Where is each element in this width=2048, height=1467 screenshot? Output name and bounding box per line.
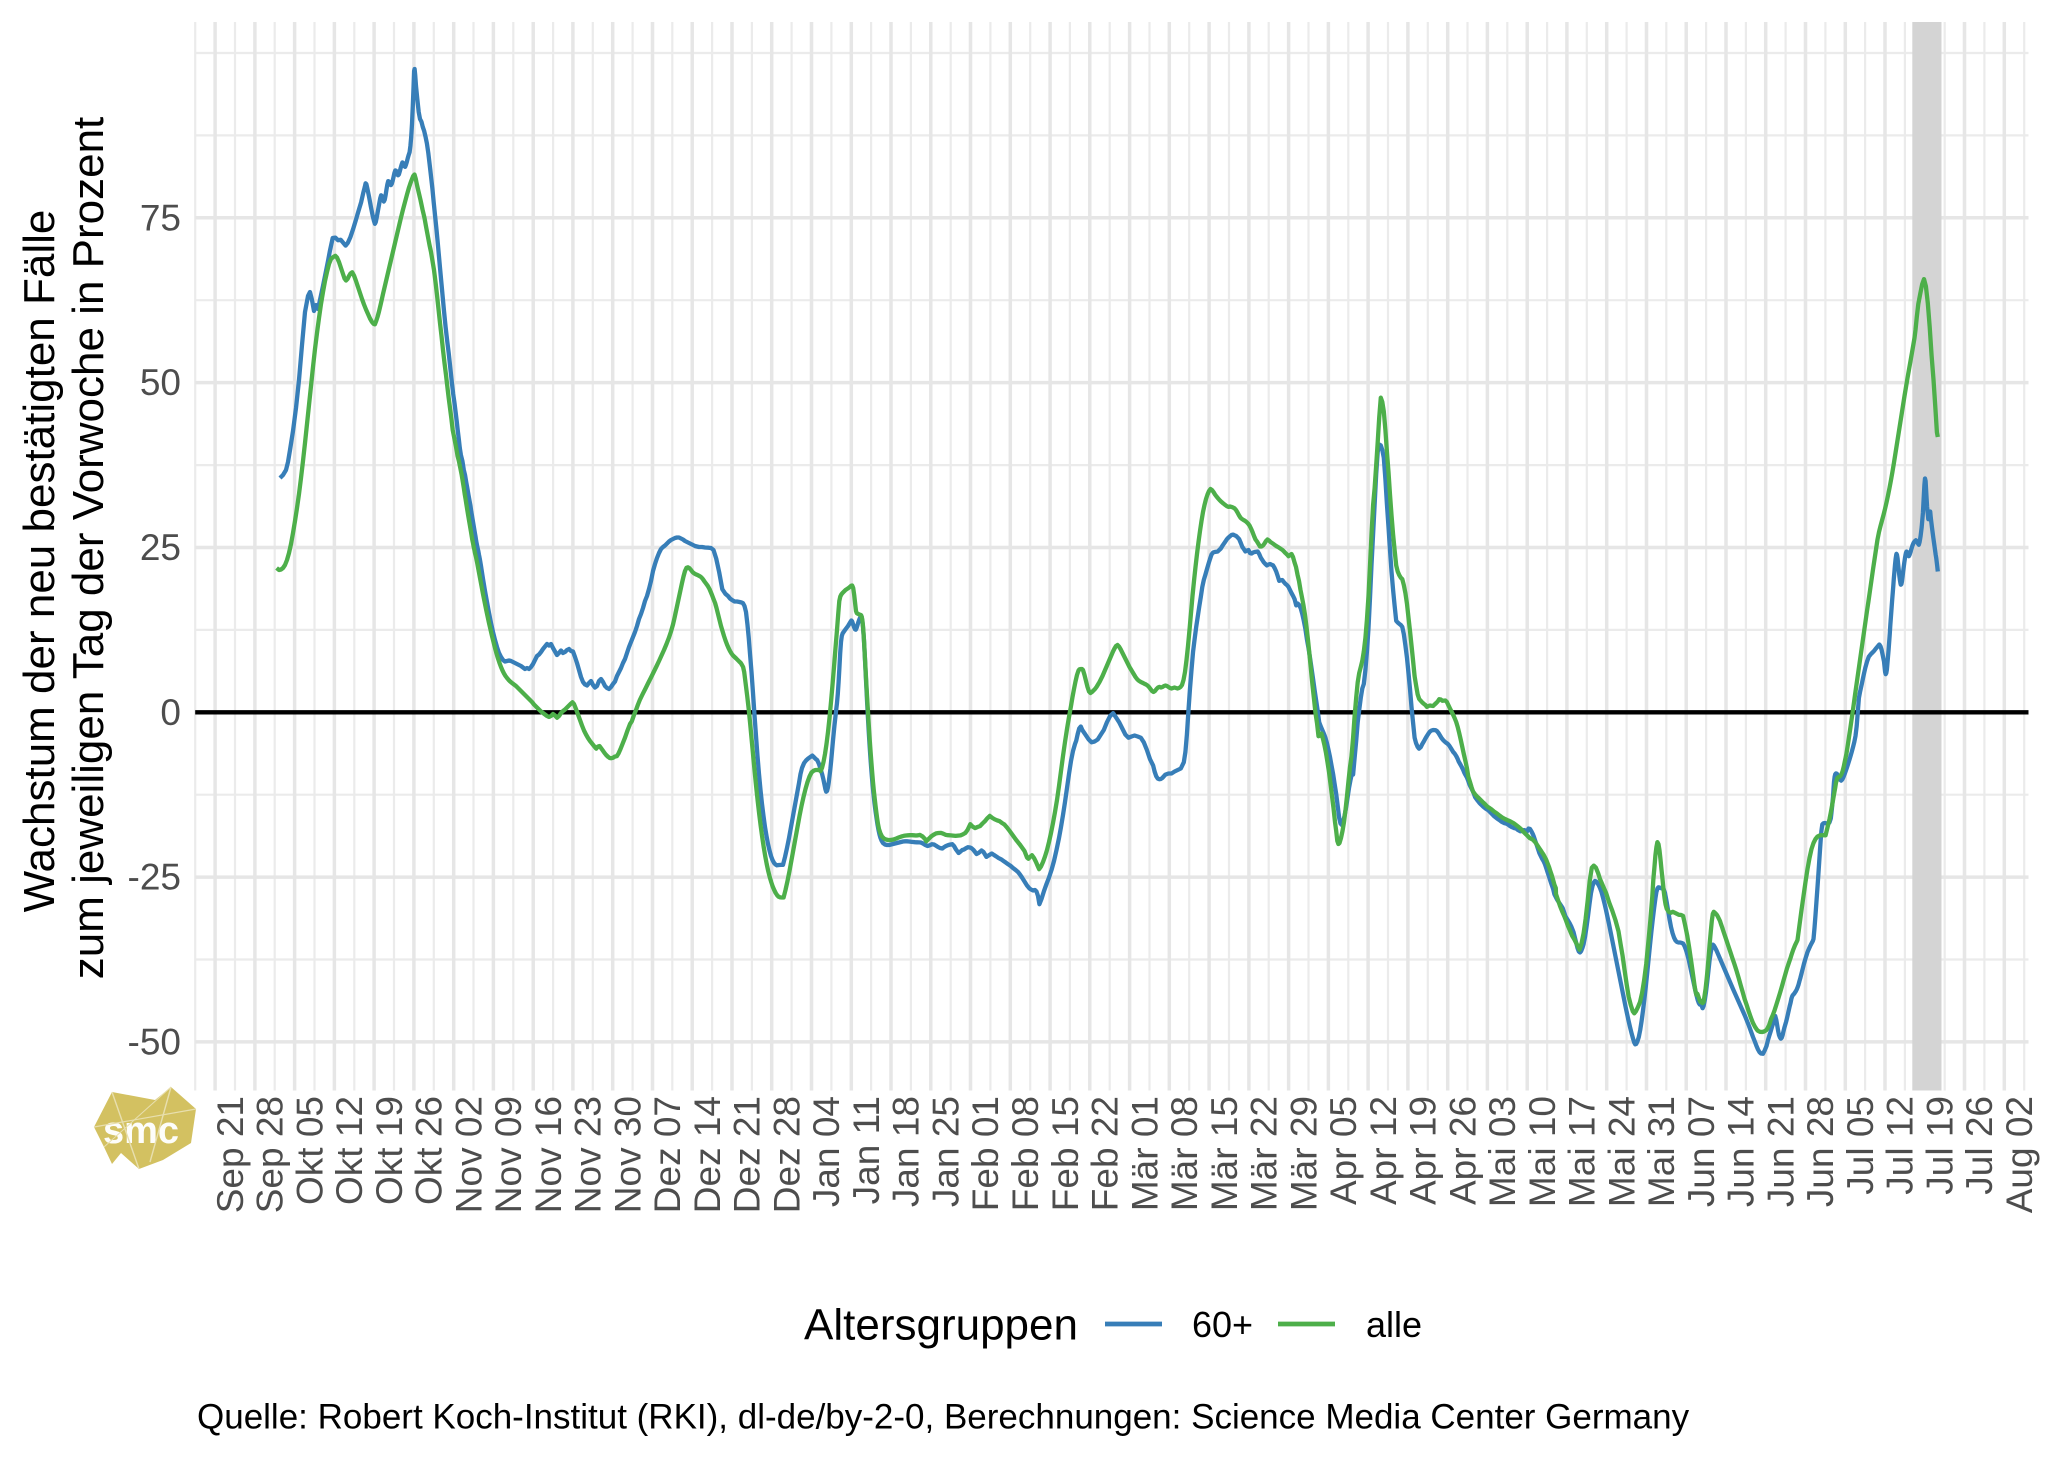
svg-text:Mär 22: Mär 22: [1244, 1096, 1285, 1211]
svg-text:Mai 31: Mai 31: [1641, 1096, 1682, 1207]
svg-text:Jun 14: Jun 14: [1721, 1096, 1762, 1207]
svg-text:Jun 21: Jun 21: [1760, 1096, 1801, 1207]
svg-text:-50: -50: [128, 1021, 181, 1062]
svg-text:Mär 08: Mär 08: [1164, 1096, 1205, 1211]
svg-text:Sep 28: Sep 28: [250, 1096, 291, 1213]
svg-text:Mai 24: Mai 24: [1601, 1096, 1642, 1207]
svg-text:Feb 15: Feb 15: [1045, 1096, 1086, 1211]
svg-text:smc: smc: [103, 1110, 179, 1152]
svg-text:zum jeweiligen Tag der Vorwoch: zum jeweiligen Tag der Vorwoche in Proze…: [64, 117, 113, 980]
svg-text:Feb 08: Feb 08: [1005, 1096, 1046, 1211]
svg-text:Dez 14: Dez 14: [687, 1096, 728, 1213]
svg-text:Feb 01: Feb 01: [965, 1096, 1006, 1211]
svg-text:Apr 05: Apr 05: [1323, 1096, 1364, 1205]
svg-text:-25: -25: [128, 857, 181, 898]
svg-text:Okt 19: Okt 19: [369, 1096, 410, 1205]
svg-text:Mai 10: Mai 10: [1522, 1096, 1563, 1207]
svg-text:Jun 28: Jun 28: [1800, 1096, 1841, 1207]
svg-text:25: 25: [140, 527, 181, 568]
svg-text:Mär 01: Mär 01: [1124, 1096, 1165, 1211]
svg-text:Mai 17: Mai 17: [1562, 1096, 1603, 1207]
svg-text:Okt 05: Okt 05: [289, 1096, 330, 1205]
svg-text:Nov 23: Nov 23: [568, 1096, 609, 1213]
svg-text:75: 75: [140, 197, 181, 238]
svg-text:Mär 29: Mär 29: [1283, 1096, 1324, 1211]
svg-text:Apr 26: Apr 26: [1442, 1096, 1483, 1205]
svg-text:Mär 15: Mär 15: [1204, 1096, 1245, 1211]
svg-text:Jan 25: Jan 25: [926, 1096, 967, 1207]
svg-text:Jan 04: Jan 04: [806, 1096, 847, 1207]
svg-text:Mai 03: Mai 03: [1482, 1096, 1523, 1207]
svg-text:Wachstum der neu bestätigten F: Wachstum der neu bestätigten Fälle: [15, 210, 64, 913]
svg-text:Sep 21: Sep 21: [210, 1096, 251, 1213]
svg-text:60+: 60+: [1192, 1304, 1253, 1345]
svg-text:Jul 19: Jul 19: [1920, 1096, 1961, 1195]
svg-text:Nov 09: Nov 09: [488, 1096, 529, 1213]
svg-text:Altersgruppen: Altersgruppen: [804, 1301, 1078, 1350]
svg-text:Dez 28: Dez 28: [766, 1096, 807, 1213]
svg-text:Aug 02: Aug 02: [1999, 1096, 2040, 1213]
svg-text:Nov 16: Nov 16: [528, 1096, 569, 1213]
svg-text:Feb 22: Feb 22: [1085, 1096, 1126, 1211]
svg-text:Jul 12: Jul 12: [1880, 1096, 1921, 1195]
svg-text:Dez 07: Dez 07: [647, 1096, 688, 1213]
svg-text:Okt 12: Okt 12: [329, 1096, 370, 1205]
svg-text:Jan 18: Jan 18: [886, 1096, 927, 1207]
svg-text:Jan 11: Jan 11: [846, 1096, 887, 1204]
svg-text:alle: alle: [1366, 1304, 1422, 1345]
svg-text:Okt 26: Okt 26: [409, 1096, 450, 1205]
svg-text:Jun 07: Jun 07: [1681, 1096, 1722, 1207]
svg-text:Apr 12: Apr 12: [1363, 1096, 1404, 1205]
svg-text:Apr 19: Apr 19: [1403, 1096, 1444, 1205]
svg-text:Jul 05: Jul 05: [1840, 1096, 1881, 1195]
svg-text:Quelle: Robert Koch-Institut (: Quelle: Robert Koch-Institut (RKI), dl-d…: [197, 1398, 1690, 1437]
svg-text:Dez 21: Dez 21: [727, 1096, 768, 1213]
svg-text:Jul 26: Jul 26: [1959, 1096, 2000, 1195]
svg-text:50: 50: [140, 362, 181, 403]
svg-text:Nov 02: Nov 02: [448, 1096, 489, 1213]
svg-text:0: 0: [160, 692, 181, 733]
svg-text:Nov 30: Nov 30: [607, 1096, 648, 1213]
